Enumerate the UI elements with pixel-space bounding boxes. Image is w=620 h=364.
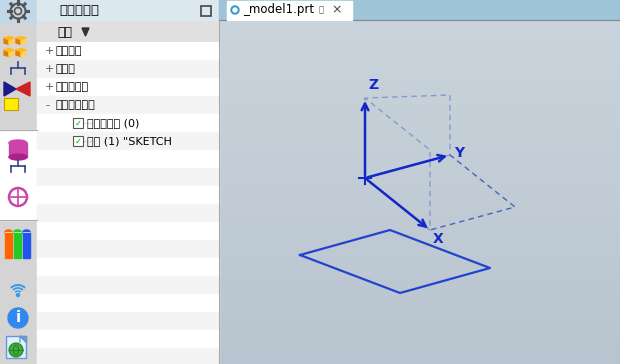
Polygon shape	[82, 28, 89, 36]
Bar	[4, 98, 18, 110]
Bar	[37, 132, 219, 150]
Polygon shape	[23, 232, 30, 258]
Text: i: i	[16, 310, 20, 325]
Polygon shape	[16, 50, 21, 56]
Polygon shape	[16, 36, 26, 40]
Polygon shape	[16, 82, 30, 96]
Bar	[37, 42, 219, 60]
Text: X: X	[433, 232, 444, 246]
Polygon shape	[16, 48, 26, 51]
Text: 基准坐标系 (0): 基准坐标系 (0)	[87, 118, 140, 128]
Text: _model1.prt: _model1.prt	[243, 4, 314, 16]
Polygon shape	[21, 50, 26, 56]
Ellipse shape	[9, 140, 27, 146]
Polygon shape	[4, 38, 9, 44]
Text: ✓: ✓	[74, 119, 81, 127]
Bar	[37, 312, 219, 330]
Bar	[37, 114, 219, 132]
Bar	[37, 78, 219, 96]
Bar	[37, 330, 219, 348]
Bar	[0, 130, 37, 220]
Polygon shape	[4, 82, 16, 96]
Bar	[37, 240, 219, 258]
Circle shape	[231, 6, 239, 14]
Ellipse shape	[5, 230, 12, 234]
Bar	[37, 222, 219, 240]
Text: ×: ×	[331, 4, 342, 16]
Bar	[37, 258, 219, 276]
Bar	[37, 276, 219, 294]
Polygon shape	[21, 38, 26, 44]
Text: ⬜: ⬜	[319, 5, 324, 15]
Polygon shape	[4, 48, 14, 51]
Polygon shape	[9, 38, 14, 44]
Text: +: +	[45, 64, 55, 74]
Bar	[37, 150, 219, 168]
Polygon shape	[9, 143, 27, 157]
Circle shape	[14, 8, 22, 15]
Circle shape	[9, 343, 23, 357]
Bar	[37, 186, 219, 204]
Circle shape	[233, 8, 237, 12]
Bar	[227, 1, 352, 20]
Circle shape	[17, 293, 19, 297]
Text: 用户表达式: 用户表达式	[55, 82, 88, 92]
Text: ✓: ✓	[74, 136, 81, 146]
Bar	[219, 0, 620, 20]
Bar	[0, 0, 37, 22]
Polygon shape	[20, 336, 26, 342]
Bar	[37, 96, 219, 114]
Bar	[37, 168, 219, 186]
Ellipse shape	[9, 154, 27, 160]
Polygon shape	[5, 232, 12, 258]
Bar	[201, 6, 211, 16]
Circle shape	[8, 308, 28, 328]
Bar	[0, 0, 37, 364]
Bar	[73, 118, 83, 128]
Polygon shape	[9, 50, 14, 56]
Text: Z: Z	[368, 78, 378, 92]
Text: +: +	[45, 82, 55, 92]
Text: Y: Y	[454, 146, 464, 160]
Text: 草图 (1) "SKETCH: 草图 (1) "SKETCH	[87, 136, 172, 146]
Bar	[37, 22, 219, 42]
Polygon shape	[4, 50, 9, 56]
Bar	[37, 0, 219, 364]
Text: 摄像机: 摄像机	[55, 64, 75, 74]
Text: 名称: 名称	[57, 25, 72, 39]
Bar	[37, 0, 219, 22]
Bar	[37, 60, 219, 78]
Text: 模型视图: 模型视图	[55, 46, 81, 56]
Polygon shape	[14, 232, 21, 258]
Bar	[6, 336, 26, 358]
Text: -: -	[45, 100, 49, 110]
Polygon shape	[16, 38, 21, 44]
Text: +: +	[45, 46, 55, 56]
Text: 模型历史记录: 模型历史记录	[55, 100, 95, 110]
Bar	[37, 294, 219, 312]
Ellipse shape	[23, 230, 30, 234]
Bar	[37, 348, 219, 364]
Ellipse shape	[14, 230, 21, 234]
Text: 部件导航器: 部件导航器	[59, 4, 99, 17]
Bar	[37, 204, 219, 222]
Bar	[73, 136, 83, 146]
Polygon shape	[4, 36, 14, 40]
